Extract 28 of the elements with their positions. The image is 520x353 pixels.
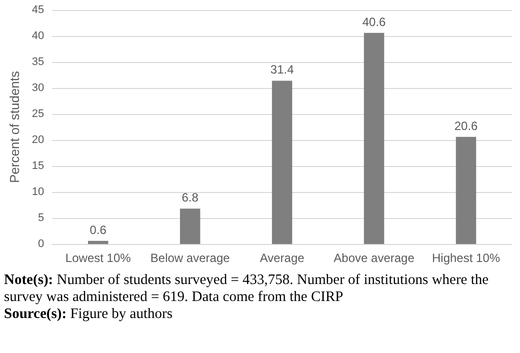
x-tick-label: Above average xyxy=(334,251,415,265)
y-tick-label: 45 xyxy=(32,4,44,16)
y-tick-label: 25 xyxy=(32,108,44,120)
x-tick-label: Average xyxy=(260,251,305,265)
y-tick-label: 15 xyxy=(32,160,44,172)
y-tick-label: 40 xyxy=(32,30,44,42)
bar xyxy=(272,80,292,244)
source-note: Source(s): Figure by authors xyxy=(4,306,174,323)
y-tick-label: 20 xyxy=(32,134,44,146)
x-tick-label: Lowest 10% xyxy=(65,251,132,265)
y-axis-title: Percent of students xyxy=(7,70,22,184)
text: Note(s): Number of students surveyed = 433,758. Number of institutions where the survey was administered = 619. Data come from the CIRP xyxy=(4,272,490,306)
bar xyxy=(456,136,476,244)
bar xyxy=(88,240,108,244)
y-tick-label: 35 xyxy=(32,56,44,68)
data-label: 0.6 xyxy=(90,222,107,237)
data-label: 6.8 xyxy=(182,190,199,205)
y-tick-label: 0 xyxy=(38,238,44,250)
y-tick-label: 10 xyxy=(32,186,44,198)
x-tick-label: Highest 10% xyxy=(432,251,500,265)
data-label: 31.4 xyxy=(270,62,294,77)
y-tick-label: 30 xyxy=(32,82,44,94)
y-tick-label: 5 xyxy=(38,212,44,224)
bar xyxy=(180,208,200,244)
data-label: 20.6 xyxy=(454,118,478,133)
bar xyxy=(364,32,384,244)
data-label: 40.6 xyxy=(362,14,386,29)
x-tick-label: Below average xyxy=(150,251,230,265)
